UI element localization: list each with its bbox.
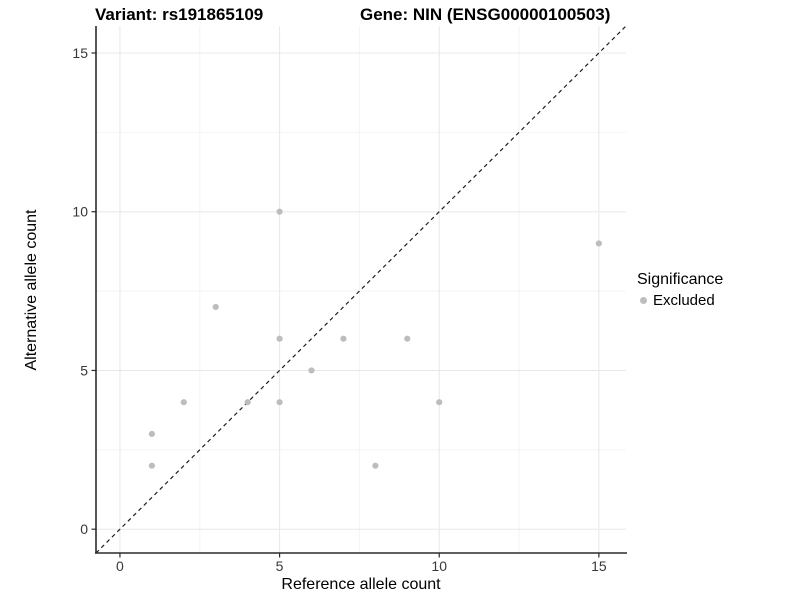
data-point: [180, 399, 187, 406]
data-point: [372, 462, 379, 469]
y-tick-label: 5: [80, 362, 88, 378]
data-point: [340, 335, 347, 342]
plot-title-gene: Gene: NIN (ENSG00000100503): [360, 5, 611, 24]
x-tick-label: 15: [591, 558, 607, 574]
identity-reference-line: [95, 25, 627, 554]
y-axis-label: Alternative allele count: [23, 209, 40, 371]
data-point: [276, 335, 283, 342]
legend-item-excluded: Excluded: [637, 292, 723, 309]
legend-title: Significance: [637, 271, 724, 288]
y-tick-label: 15: [72, 45, 88, 61]
x-axis-label: Reference allele count: [281, 576, 441, 593]
data-point: [276, 399, 283, 406]
data-point: [148, 462, 155, 469]
legend: Significance Excluded: [637, 271, 723, 309]
x-tick-label: 5: [276, 558, 284, 574]
x-tick-label: 10: [431, 558, 447, 574]
x-tick-label: 0: [116, 558, 124, 574]
data-point: [404, 335, 411, 342]
data-point: [308, 367, 315, 374]
plot-title-variant: Variant: rs191865109: [95, 5, 264, 24]
data-point: [276, 208, 283, 215]
data-point: [436, 399, 443, 406]
legend-item-label: Excluded: [653, 292, 715, 309]
y-tick-label: 10: [72, 204, 88, 220]
legend-point-icon: [640, 297, 647, 304]
y-tick-label: 0: [80, 521, 88, 537]
data-point: [595, 240, 602, 247]
data-point: [212, 303, 219, 311]
data-point: [148, 430, 155, 438]
data-point: [244, 399, 251, 406]
